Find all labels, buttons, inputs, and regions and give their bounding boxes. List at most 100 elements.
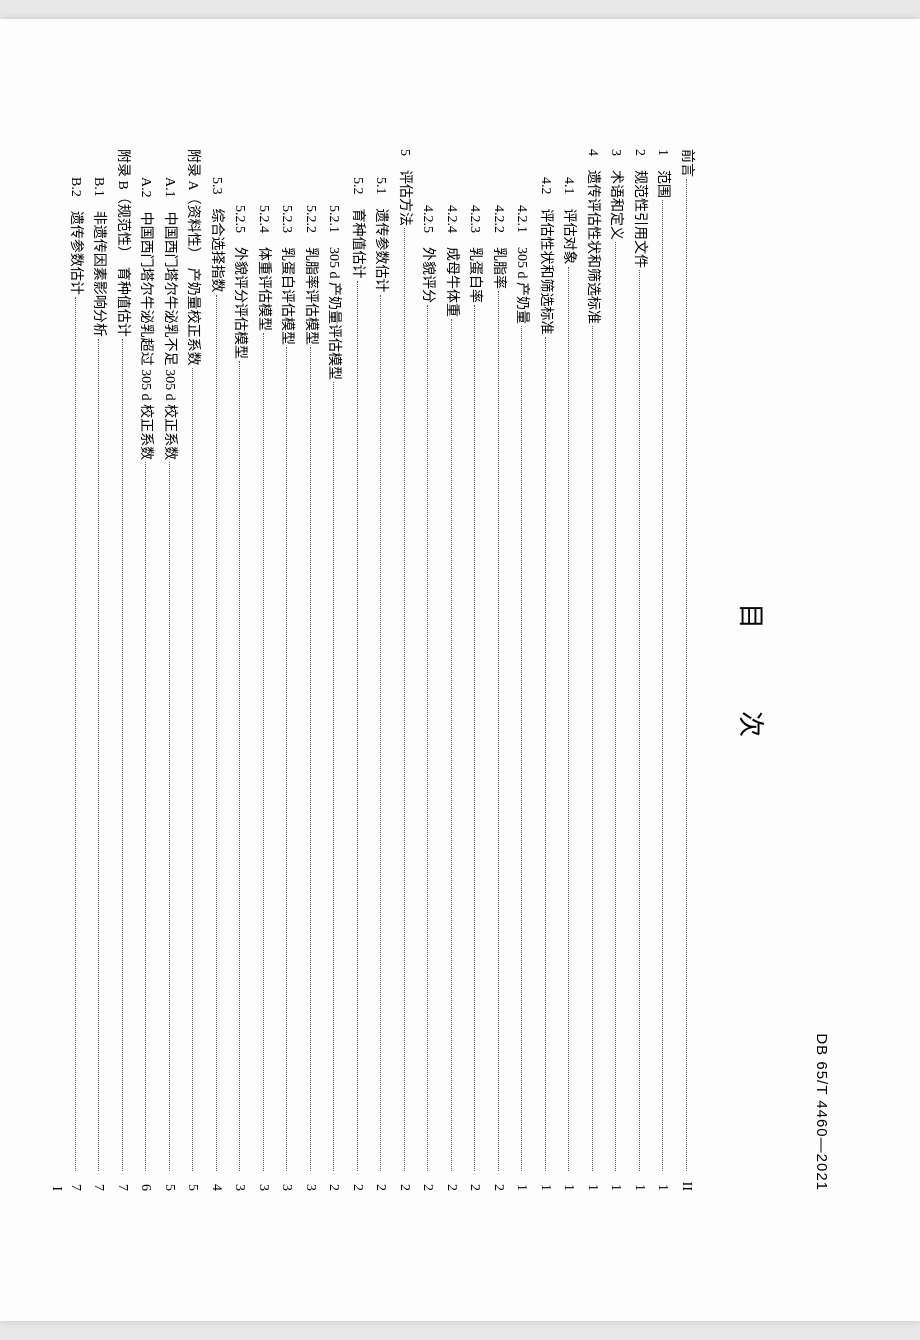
toc-leader-dots — [424, 305, 438, 1171]
toc-entry-label: 附录 B（规范性） 育种值估计 — [110, 149, 134, 337]
toc-entry-page: 1 — [557, 1173, 581, 1191]
toc-entry-page: 4 — [204, 1173, 228, 1191]
toc-leader-dots — [518, 326, 532, 1171]
toc-leader-dots — [236, 361, 250, 1171]
toc-entry: 5.2.4 体重评估模型 3 — [251, 149, 275, 1191]
toc-entry: 4.2.3 乳蛋白率 2 — [463, 149, 487, 1191]
toc-entry: 4 遗传评估性状和筛选标准 1 — [580, 149, 604, 1191]
toc-entry-page: 3 — [251, 1173, 275, 1191]
toc-leader-dots — [142, 462, 156, 1171]
toc-leader-dots — [330, 382, 344, 1171]
toc-entry-label: 5.2 育种值估计 — [345, 177, 369, 279]
document-page: DB 65/T 4460—2021 目 次 前言II1 范围12 规范性引用文件… — [0, 19, 920, 1321]
toc-leader-dots — [542, 337, 556, 1172]
toc-entry-label: 4.2.1 305 d 产奶量 — [510, 205, 534, 324]
toc-entry-page: 1 — [533, 1173, 557, 1191]
toc-entry-label: 4 遗传评估性状和筛选标准 — [580, 149, 604, 324]
toc-leader-dots — [471, 305, 485, 1171]
toc-entry-label: 附录 A（资料性） 产奶量校正系数 — [181, 149, 205, 366]
toc-entry: 5.2.1 305 d 产奶量评估模型 2 — [322, 149, 346, 1191]
toc-leader-dots — [565, 267, 579, 1172]
toc-entry-page: II — [674, 1173, 698, 1191]
toc-leader-dots — [377, 295, 391, 1172]
toc-leader-dots — [448, 319, 462, 1171]
toc-leader-dots — [95, 339, 109, 1171]
toc-entry-label: 4.2.2 乳脂率 — [486, 205, 510, 289]
toc-entry-label: 5.1 遗传参数估计 — [369, 177, 393, 293]
toc-entry: 4.1 评估对象 1 — [557, 149, 581, 1191]
toc-entry-label: 4.2.5 外貌评分 — [416, 205, 440, 303]
toc-entry: 附录 B（规范性） 育种值估计7 — [110, 149, 134, 1191]
toc-leader-dots — [119, 339, 133, 1171]
toc-entry-label: 5.2.1 305 d 产奶量评估模型 — [322, 205, 346, 380]
toc-entry-label: 4.2 评估性状和筛选标准 — [533, 177, 557, 335]
toc-leader-dots — [495, 291, 509, 1171]
toc-leader-dots — [166, 462, 180, 1171]
toc-entry-page: 5 — [181, 1173, 205, 1191]
toc-entry: 前言 II — [674, 149, 698, 1191]
toc-entry-page: 1 — [510, 1173, 534, 1191]
toc-entry-page: 6 — [134, 1173, 158, 1191]
toc-entry-page: 1 — [604, 1173, 628, 1191]
toc-leader-dots — [189, 368, 203, 1171]
toc-entry-page: 7 — [87, 1173, 111, 1191]
toc-entry: 5.3 综合选择指数 4 — [204, 149, 228, 1191]
toc-entry-label: 4.2.4 成母牛体重 — [439, 205, 463, 317]
toc-entry-page: 2 — [369, 1173, 393, 1191]
toc-entry-label: B.2 遗传参数估计 — [63, 177, 87, 295]
toc-entry-label: 4.1 评估对象 — [557, 177, 581, 265]
toc-entry: B.1 非遗传因素影响分析7 — [87, 149, 111, 1191]
toc-leader-dots — [401, 228, 415, 1171]
toc-entry: 附录 A（资料性） 产奶量校正系数 5 — [181, 149, 205, 1191]
toc-entry-label: 5.2.4 体重评估模型 — [251, 205, 275, 331]
document-standard-number: DB 65/T 4460—2021 — [813, 149, 830, 1191]
toc-entry-label: 3 术语和定义 — [604, 149, 628, 240]
toc-entry: 5.2.5 外貌评分评估模型 3 — [228, 149, 252, 1191]
toc-entry-page: 2 — [486, 1173, 510, 1191]
toc-entry-page: 3 — [298, 1173, 322, 1191]
toc-leader-dots — [72, 297, 86, 1171]
toc-entry-label: 5.2.5 外貌评分评估模型 — [228, 205, 252, 359]
toc-entry-page: 1 — [627, 1173, 651, 1191]
toc-entry: 4.2.1 305 d 产奶量 1 — [510, 149, 534, 1191]
toc-entry: A.1 中国西门塔尔牛泌乳不足 305 d 校正系数 5 — [157, 149, 181, 1191]
toc-entry-label: 4.2.3 乳蛋白率 — [463, 205, 487, 303]
toc-entry-page: 2 — [322, 1173, 346, 1191]
toc-entry: 5.1 遗传参数估计 2 — [369, 149, 393, 1191]
toc-entry: 5 评估方法 2 — [392, 149, 416, 1191]
toc-leader-dots — [260, 333, 274, 1171]
toc-title: 目 次 — [734, 149, 771, 1191]
table-of-contents: 前言II1 范围12 规范性引用文件13 术语和定义14 遗传评估性状和筛选标准… — [63, 149, 698, 1191]
toc-entry: 2 规范性引用文件 1 — [627, 149, 651, 1191]
toc-leader-dots — [307, 347, 321, 1171]
toc-entry: 4.2.5 外貌评分2 — [416, 149, 440, 1191]
toc-entry-page: 3 — [275, 1173, 299, 1191]
toc-entry-page: 2 — [463, 1173, 487, 1191]
toc-entry-page: 1 — [651, 1173, 675, 1191]
toc-entry-label: 1 范围 — [651, 149, 675, 198]
toc-leader-dots — [636, 270, 650, 1171]
toc-entry-page: 2 — [345, 1173, 369, 1191]
toc-entry: 4.2.2 乳脂率 2 — [486, 149, 510, 1191]
toc-entry-label: 5.3 综合选择指数 — [204, 177, 228, 293]
toc-entry-label: 5 评估方法 — [392, 149, 416, 226]
toc-entry: A.2 中国西门塔尔牛泌乳超过 305 d 校正系数6 — [134, 149, 158, 1191]
toc-entry-label: A.1 中国西门塔尔牛泌乳不足 305 d 校正系数 — [157, 177, 181, 460]
toc-entry-page: 1 — [580, 1173, 604, 1191]
toc-entry-page: 2 — [392, 1173, 416, 1191]
toc-entry-label: 2 规范性引用文件 — [627, 149, 651, 268]
toc-entry-page: 3 — [228, 1173, 252, 1191]
toc-leader-dots — [683, 179, 697, 1171]
toc-entry-page: 5 — [157, 1173, 181, 1191]
toc-entry-page: 2 — [439, 1173, 463, 1191]
toc-leader-dots — [354, 281, 368, 1172]
toc-entry-label: 5.2.2 乳脂率评估模型 — [298, 205, 322, 345]
toc-leader-dots — [612, 242, 626, 1171]
toc-entry-page: 7 — [63, 1173, 87, 1191]
toc-entry: 5.2.3 乳蛋白评估模型3 — [275, 149, 299, 1191]
toc-entry: 5.2 育种值估计 2 — [345, 149, 369, 1191]
toc-entry: B.2 遗传参数估计 7 — [63, 149, 87, 1191]
toc-leader-dots — [589, 326, 603, 1171]
toc-entry: 3 术语和定义 1 — [604, 149, 628, 1191]
toc-entry-label: 前言 — [674, 149, 698, 177]
